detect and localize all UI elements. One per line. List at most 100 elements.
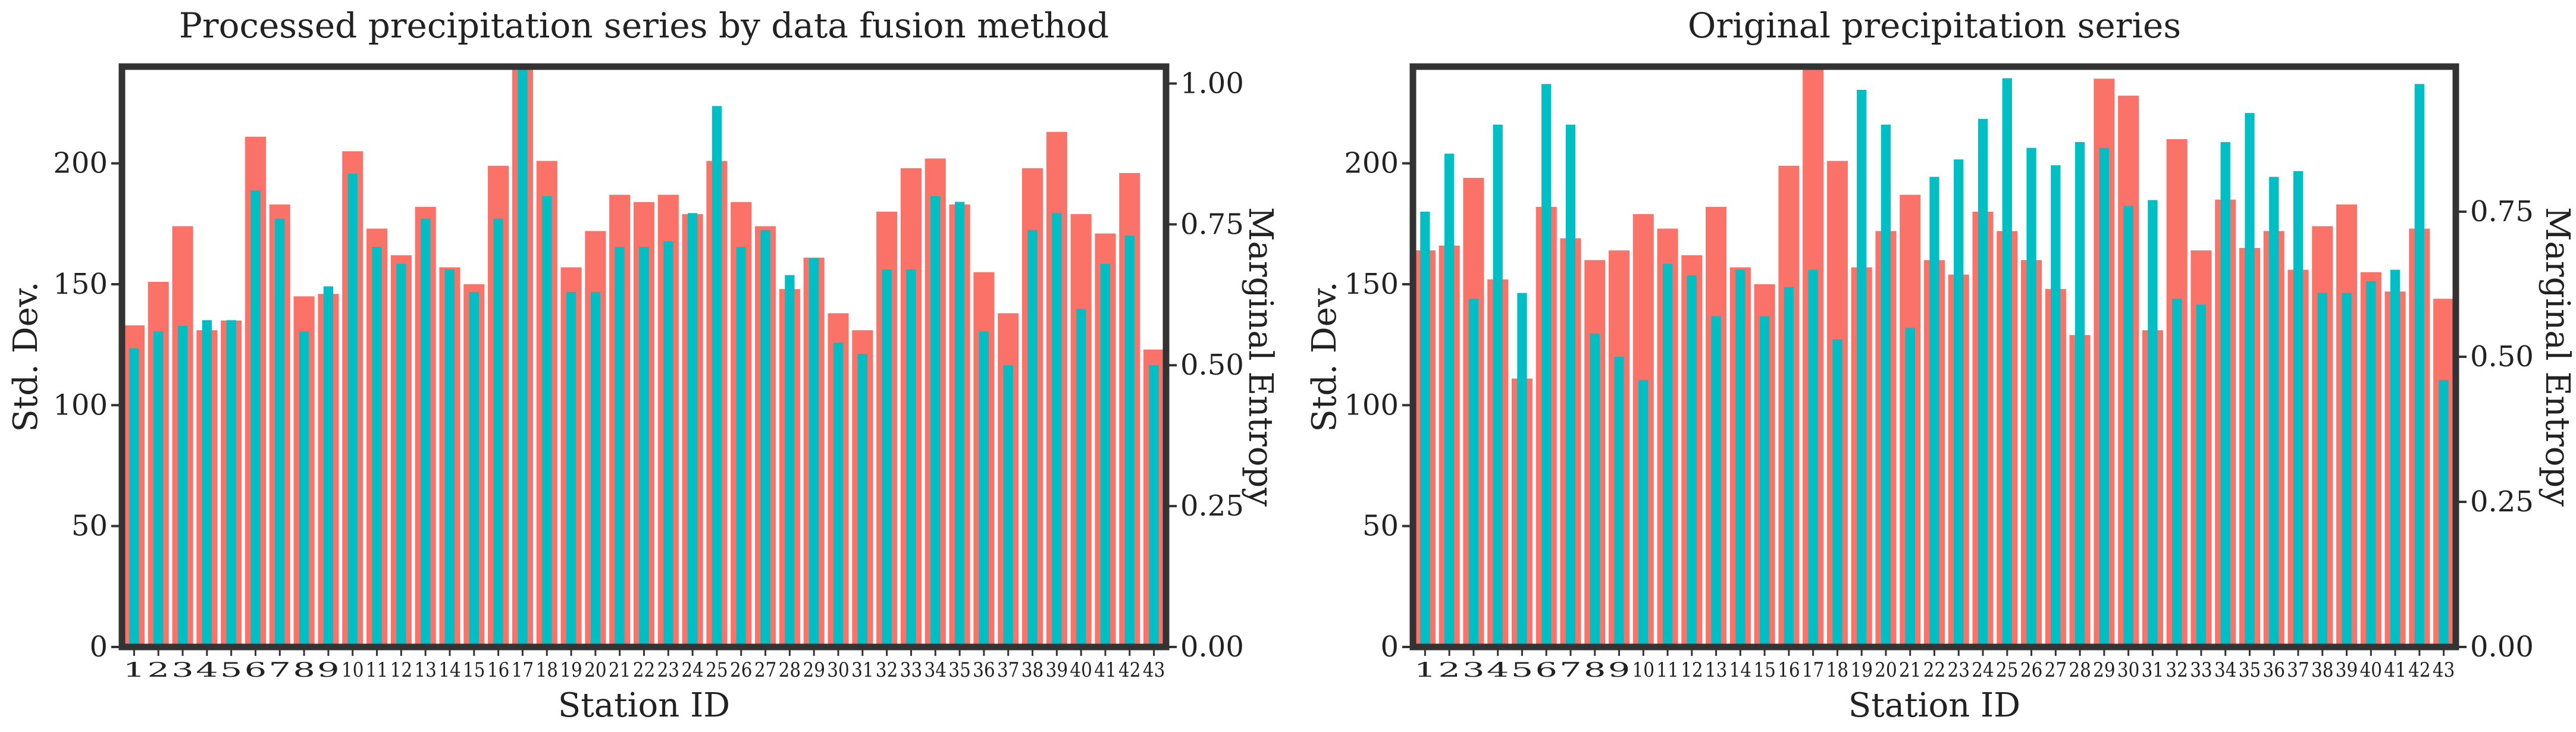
x-tick-label: 27 — [2045, 658, 2067, 682]
entropy-bar — [979, 331, 989, 647]
entropy-bar — [1614, 357, 1624, 647]
x-tick-label: 25 — [1996, 658, 2019, 682]
x-tick-label: 35 — [2239, 658, 2261, 682]
entropy-bar — [615, 247, 625, 647]
entropy-bar — [1784, 287, 1794, 647]
x-tick-label: 3 — [1462, 658, 1485, 682]
y-tick-label: 50 — [71, 510, 108, 543]
x-tick-label: 29 — [2093, 658, 2116, 682]
chart-panel-original: Original precipitation series05010015020… — [1305, 5, 2576, 725]
entropy-bar — [590, 292, 601, 647]
x-tick-label: 14 — [438, 658, 461, 682]
entropy-bar — [518, 67, 528, 647]
x-tick-label: 16 — [1778, 658, 1800, 682]
x-tick-label: 11 — [1656, 658, 1679, 682]
entropy-bar — [1978, 118, 1988, 647]
y-tick-label: 200 — [53, 147, 108, 180]
x-tick-label: 32 — [876, 658, 898, 682]
x-tick-label: 5 — [1511, 658, 1534, 682]
chart-title: Original precipitation series — [1688, 5, 2181, 46]
x-tick-label: 7 — [1559, 658, 1582, 682]
x-tick-label: 21 — [1899, 658, 1922, 682]
entropy-bar — [1124, 235, 1135, 647]
y2-tick-label: 0.75 — [1180, 208, 1244, 241]
entropy-bar — [2390, 269, 2400, 647]
x-tick-label: 8 — [1584, 658, 1606, 682]
plot-frame — [118, 63, 1170, 651]
y2-tick-label: 0.25 — [1180, 489, 1244, 523]
entropy-bar — [1929, 177, 1939, 647]
x-tick-label: 33 — [2190, 658, 2213, 682]
x-tick-label: 40 — [1070, 658, 1092, 682]
x-tick-label: 9 — [317, 658, 340, 682]
x-tick-label: 1 — [1414, 658, 1437, 682]
entropy-bar — [202, 320, 212, 647]
entropy-bar — [857, 354, 867, 647]
entropy-bar — [1027, 230, 1038, 647]
entropy-bar — [785, 275, 795, 647]
y-tick-label: 150 — [1344, 268, 1399, 301]
y-axis-label: Std. Dev. — [1305, 281, 1344, 432]
entropy-bar — [542, 196, 552, 647]
x-tick-label: 6 — [1535, 658, 1557, 682]
y2-axis-label: Marginal Entropy — [2538, 207, 2576, 507]
chart-panel-processed: Processed precipitation series by data f… — [7, 5, 1280, 725]
y-tick-label: 0 — [1380, 630, 1399, 664]
y-tick-label: 200 — [1344, 147, 1399, 180]
entropy-bar — [1687, 275, 1697, 647]
entropy-bar — [1468, 299, 1479, 647]
x-tick-label: 22 — [1923, 658, 1946, 682]
x-tick-label: 19 — [560, 658, 582, 682]
x-tick-label: 15 — [1753, 658, 1776, 682]
entropy-bar — [299, 331, 309, 647]
entropy-bar — [1493, 124, 1503, 647]
y2-tick-label: 1.00 — [1180, 67, 1244, 100]
entropy-bar — [1541, 84, 1552, 647]
entropy-bar — [323, 286, 334, 647]
x-axis-label: Station ID — [558, 686, 730, 725]
entropy-bar — [2269, 177, 2279, 647]
x-tick-label: 42 — [1118, 658, 1141, 682]
x-tick-label: 10 — [1632, 658, 1655, 682]
entropy-bar — [663, 241, 673, 647]
entropy-bar — [1808, 269, 1818, 647]
x-tick-label: 4 — [1487, 658, 1509, 682]
entropy-bar — [2051, 165, 2061, 647]
x-tick-label: 39 — [2336, 658, 2358, 682]
x-tick-label: 13 — [1705, 658, 1728, 682]
plot-frame — [1409, 63, 2459, 651]
bar-group — [123, 67, 1165, 647]
entropy-bar — [396, 263, 406, 647]
x-tick-label: 4 — [196, 658, 218, 682]
x-tick-label: 22 — [633, 658, 656, 682]
x-tick-label: 35 — [948, 658, 971, 682]
x-tick-label: 23 — [657, 658, 680, 682]
y2-tick-label: 0.00 — [1180, 630, 1244, 664]
entropy-bar — [2026, 147, 2036, 647]
x-tick-label: 14 — [1729, 658, 1752, 682]
y-tick-label: 0 — [89, 630, 108, 664]
entropy-bar — [1444, 153, 1455, 647]
x-tick-label: 13 — [414, 658, 437, 682]
x-tick-label: 38 — [1021, 658, 1044, 682]
entropy-bar — [809, 258, 819, 647]
entropy-bar — [1100, 263, 1111, 647]
entropy-bar — [1662, 263, 1673, 647]
x-tick-label: 32 — [2166, 658, 2188, 682]
entropy-bar — [275, 218, 285, 647]
entropy-bar — [372, 247, 382, 647]
entropy-bar — [226, 320, 236, 647]
x-tick-label: 40 — [2360, 658, 2383, 682]
entropy-bar — [687, 213, 698, 647]
x-tick-label: 24 — [681, 658, 704, 682]
x-tick-label: 18 — [1826, 658, 1849, 682]
y-tick-label: 100 — [53, 388, 108, 422]
x-tick-label: 1 — [123, 658, 146, 682]
y-axis-label: Std. Dev. — [7, 281, 45, 432]
x-tick-label: 30 — [2117, 658, 2140, 682]
x-tick-label: 17 — [1802, 658, 1825, 682]
y-tick-label: 100 — [1344, 388, 1399, 422]
x-tick-label: 8 — [293, 658, 315, 682]
entropy-bar — [2317, 293, 2327, 647]
